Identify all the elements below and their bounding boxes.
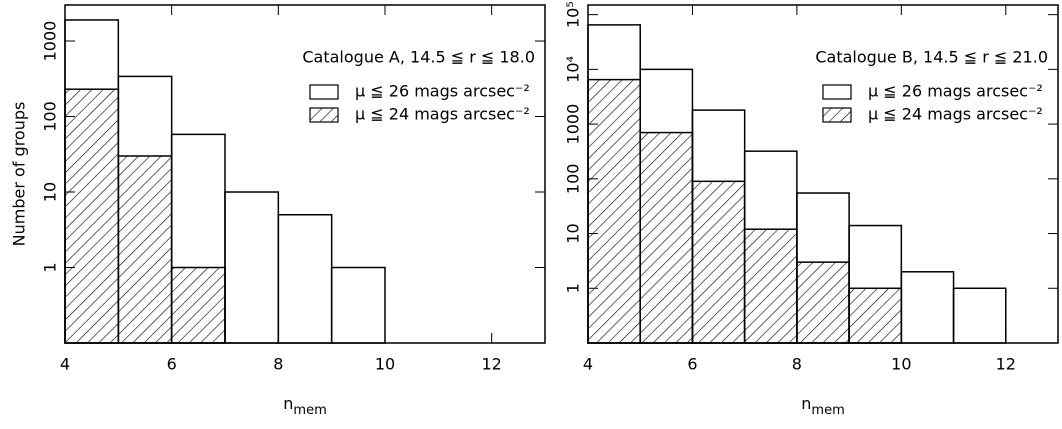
x-axis-label: nmem xyxy=(801,394,844,418)
legend-swatch xyxy=(822,84,852,100)
y-tick-label: 10⁴ xyxy=(564,56,583,83)
histogram-bar xyxy=(117,155,173,344)
x-label-sub: mem xyxy=(811,403,844,418)
histogram-bar xyxy=(796,261,850,344)
y-axis-label: Number of groups xyxy=(10,102,29,247)
histogram-bar xyxy=(639,131,694,344)
y-tick-label: 1 xyxy=(41,262,60,272)
x-tick-label: 8 xyxy=(792,355,802,374)
legend-label: μ ≦ 24 mags arcsec⁻² xyxy=(868,105,1043,124)
y-tick-label: 1 xyxy=(564,283,583,293)
y-tick-label: 1000 xyxy=(564,104,583,145)
x-label-sub: mem xyxy=(293,403,326,418)
y-tick-label: 10⁵ xyxy=(564,1,583,28)
histogram-bar xyxy=(743,228,798,344)
histogram-bar xyxy=(64,88,120,344)
histogram-bar xyxy=(170,266,226,344)
x-axis-label: nmem xyxy=(283,394,326,418)
x-label-main: n xyxy=(801,394,811,413)
x-tick-label: 6 xyxy=(687,355,697,374)
y-tick-label: 100 xyxy=(564,164,583,195)
legend-swatch xyxy=(309,84,339,100)
x-tick-label: 10 xyxy=(375,355,395,374)
axes-frame xyxy=(587,4,1059,344)
y-tick-label: 100 xyxy=(41,101,60,132)
x-label-main: n xyxy=(283,394,293,413)
x-tick-label: 4 xyxy=(583,355,593,374)
legend-label: μ ≦ 24 mags arcsec⁻² xyxy=(355,105,530,124)
y-tick-label: 1000 xyxy=(41,21,60,62)
histogram-bar xyxy=(330,266,386,344)
x-tick-label: 4 xyxy=(60,355,70,374)
histogram-bar xyxy=(691,180,746,344)
legend-label: μ ≦ 26 mags arcsec⁻² xyxy=(868,82,1043,101)
histogram-bar xyxy=(900,271,955,344)
x-tick-label: 12 xyxy=(481,355,501,374)
x-tick-label: 6 xyxy=(167,355,177,374)
histogram-bar xyxy=(277,213,333,344)
legend-swatch xyxy=(822,107,852,123)
histogram-bar xyxy=(224,191,280,344)
x-tick-label: 12 xyxy=(996,355,1016,374)
y-tick-label: 10 xyxy=(41,182,60,202)
histogram-bar xyxy=(952,287,1007,344)
axes-frame xyxy=(64,4,546,344)
y-tick-label: 10 xyxy=(564,223,583,243)
x-tick-label: 10 xyxy=(891,355,911,374)
histogram-bar xyxy=(587,78,641,344)
legend-swatch xyxy=(309,107,339,123)
annotation: Catalogue A, 14.5 ≦ r ≦ 18.0 xyxy=(302,48,535,67)
x-tick-label: 8 xyxy=(273,355,283,374)
legend-label: μ ≦ 26 mags arcsec⁻² xyxy=(355,82,530,101)
histogram-bar xyxy=(848,287,903,344)
annotation: Catalogue B, 14.5 ≦ r ≦ 21.0 xyxy=(815,48,1048,67)
